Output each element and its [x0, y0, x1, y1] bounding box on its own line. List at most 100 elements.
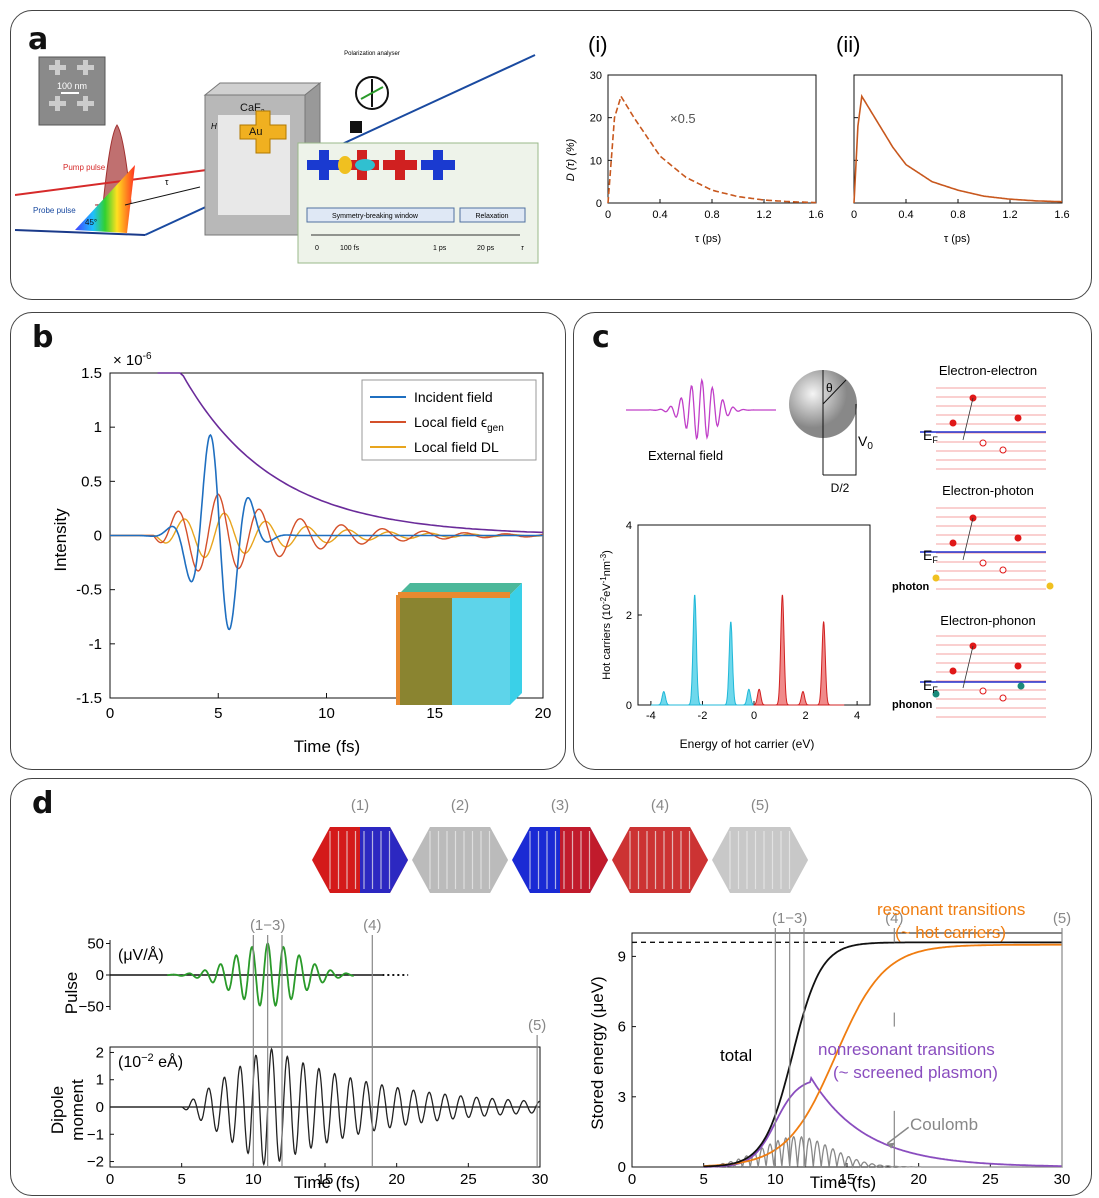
marker-label-5: (5) [1053, 910, 1071, 927]
x-tick-label: 20 [388, 1171, 405, 1188]
y-tick-label: 1 [94, 419, 102, 436]
marker-label-1-3: (1−3) [772, 910, 807, 927]
ep-title: Electron-photon [942, 483, 1034, 498]
nonresonant-curve [703, 1075, 1062, 1168]
cube-mesh-icon [396, 583, 522, 705]
timeline-20ps: 20 ps [477, 245, 495, 252]
coulomb-label: Coulomb [910, 1115, 978, 1134]
y-tick-label: 3 [618, 1089, 626, 1106]
x-tick-label: 25 [982, 1171, 999, 1188]
resonant-curve [703, 943, 1062, 1167]
nonresonant-label-2: (~ screened plasmon) [833, 1063, 998, 1082]
x-tick-label: 4 [854, 710, 860, 722]
envelope-curve [157, 372, 544, 534]
x-tick-label: 5 [214, 705, 222, 722]
electron [949, 419, 957, 427]
panel-d-label: d [32, 786, 54, 821]
timeline-0: 0 [315, 245, 319, 252]
panel-a-schematic: 100 nm Pump pulse Probe pulse 45° τ CaF2… [15, 51, 539, 264]
theta-label: θ [826, 381, 833, 395]
panel-a-label: a [28, 22, 49, 57]
symmetry-window-label: Symmetry-breaking window [332, 213, 419, 220]
x-tick-label: 0.8 [704, 209, 719, 221]
hole [979, 559, 987, 567]
y-tick-label: 0.5 [81, 473, 102, 490]
timeline-tau: τ [521, 245, 524, 252]
pulse-unit: (μV/Å) [118, 945, 164, 964]
plot-frame [607, 74, 817, 204]
x-tick-label: 1.2 [1002, 209, 1017, 221]
phonon-dot [1017, 682, 1025, 690]
y-tick-label: 20 [590, 113, 602, 125]
state-label: (2) [451, 797, 469, 814]
legend-local-gen: Local field ϵgen [414, 414, 504, 434]
nanocluster-half [360, 827, 408, 893]
pulse-ylabel: Pulse [62, 972, 81, 1015]
local-field-gen-curve [110, 493, 544, 572]
transition-arrow [962, 517, 974, 561]
plot-frame [853, 74, 1063, 204]
x-tick-label: 1.2 [756, 209, 771, 221]
x-tick-label: 5 [699, 1171, 707, 1188]
transition-arrow [962, 645, 974, 689]
holes-spectrum [650, 594, 755, 706]
x-tick-label: -2 [698, 710, 708, 722]
y-tick-label: 0 [94, 528, 102, 545]
x-tick-label: 20 [910, 1171, 927, 1188]
timeline-100fs: 100 fs [340, 245, 360, 252]
detector [350, 121, 362, 133]
y-tick-label: 6 [618, 1019, 626, 1036]
total-curve [703, 941, 1062, 1168]
timeline-1ps: 1 ps [433, 245, 447, 252]
x-tick-label: 0 [106, 1171, 114, 1188]
sem-inset [38, 56, 106, 126]
x-tick-label: 0 [605, 209, 611, 221]
ef-label-3: EF [923, 677, 938, 695]
y-tick-label: 10 [590, 155, 602, 167]
y-tick-label: −1 [87, 1126, 104, 1143]
ef-label-1: EF [923, 427, 938, 445]
electron [949, 539, 957, 547]
photon-dot [932, 574, 940, 582]
x-tick-label: 0 [851, 209, 857, 221]
x-tick-label: 15 [839, 1171, 856, 1188]
dipole-unit: (10−2 eÅ) [118, 1052, 183, 1071]
pump-label: Pump pulse [63, 163, 106, 172]
phonon-label: phonon [892, 699, 933, 711]
x-tick-label: 25 [460, 1171, 477, 1188]
charge-crosses [307, 150, 455, 180]
external-field-pulse [626, 377, 776, 441]
phonon-dot [932, 690, 940, 698]
legend-local-dl: Local field DL [414, 439, 499, 455]
x-tick-label: 10 [245, 1171, 262, 1188]
sem-crosses [49, 60, 94, 111]
analyser-label: Polarization analyser [344, 51, 400, 57]
nanocluster-half [460, 827, 508, 893]
x-tick-label: 0 [106, 705, 114, 722]
dipole-ylabel-1: Dipole [48, 1086, 67, 1134]
x-tick-label: 15 [426, 705, 443, 722]
panel-b-chart: 0 5 10 15 20 -1.5 -1 -0.5 0 0.5 1 1.5 × 10-6 Intens… [51, 351, 551, 756]
x-tick-label: 10 [767, 1171, 784, 1188]
y-tick-label: 0 [618, 1159, 626, 1176]
y-tick-label: 2 [96, 1044, 104, 1061]
angle-label: 45° [85, 218, 97, 227]
x-tick-label: 0 [628, 1171, 636, 1188]
marker-label-4: (4) [885, 910, 903, 927]
y-tick-label: 2 [626, 610, 632, 622]
hole [999, 694, 1007, 702]
c-xlabel: Energy of hot carrier (eV) [680, 737, 815, 751]
external-field-label: External field [648, 448, 723, 463]
x-tick-label: 10 [318, 705, 335, 722]
coulomb-pointer [886, 1126, 910, 1145]
marker-label-1-3: (1−3) [250, 917, 285, 934]
v0-label: V0 [858, 433, 873, 452]
y-tick-label: -1.5 [76, 690, 102, 707]
plot-i-xlabel: τ (ps) [695, 233, 721, 245]
nanocluster-half [760, 827, 808, 893]
coulomb-arrowhead [887, 1142, 896, 1149]
resonant-label-2: (~ hot carriers) [895, 923, 1006, 942]
au-label: Au [249, 126, 262, 138]
tau-label: τ [165, 177, 169, 187]
